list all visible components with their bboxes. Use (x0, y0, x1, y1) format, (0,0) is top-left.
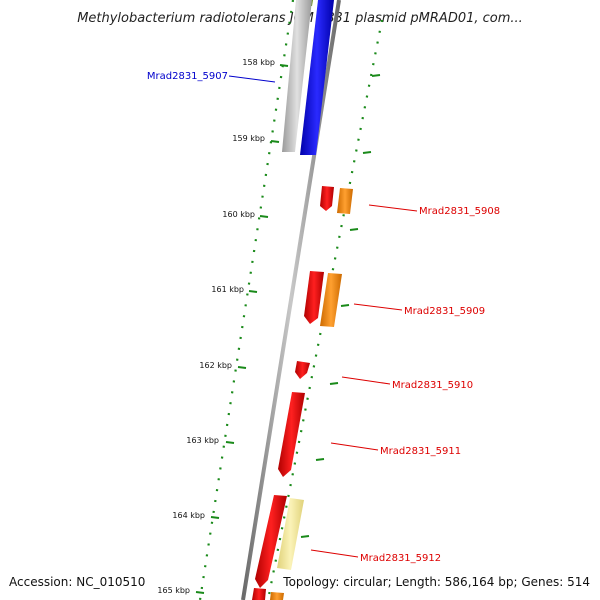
tick-mark (195, 591, 205, 594)
tick-mark (237, 366, 247, 369)
orange-cds-feature[interactable] (320, 273, 342, 327)
scale-tick-labels: 158 kbp 159 kbp 160 kbp 161 kbp 162 kbp … (157, 58, 275, 595)
tick-mark (300, 535, 310, 538)
gene-label-mrad2831-5907[interactable]: Mrad2831_5907 (147, 71, 228, 82)
tick-mark (362, 151, 372, 154)
gray-cds-feature[interactable] (282, 0, 312, 152)
tick-label: 161 kbp (211, 285, 244, 294)
red-cds-feature[interactable] (252, 588, 266, 600)
orange-cds-feature[interactable] (337, 188, 353, 214)
tick-label: 159 kbp (232, 134, 265, 143)
red-cds-feature[interactable] (320, 186, 334, 211)
accession-text: Accession: NC_010510 (9, 575, 145, 589)
tick-label: 160 kbp (222, 210, 255, 219)
tick-mark (349, 228, 359, 231)
tick-label: 158 kbp (242, 58, 275, 67)
blue-cds-feature[interactable] (300, 0, 334, 155)
orange-cds-feature[interactable] (270, 592, 284, 600)
gene-leader-lines (228, 75, 418, 558)
red-cds-feature[interactable] (278, 392, 305, 477)
leader-line (353, 303, 403, 311)
tick-label: 164 kbp (172, 511, 205, 520)
tick-mark (371, 74, 381, 77)
leader-line (310, 549, 359, 558)
gene-label-mrad2831-5911[interactable]: Mrad2831_5911 (380, 446, 461, 457)
tick-mark (340, 304, 350, 307)
tick-label: 163 kbp (186, 436, 219, 445)
leader-line (228, 75, 276, 83)
gene-label-mrad2831-5908[interactable]: Mrad2831_5908 (419, 206, 500, 217)
tick-mark (248, 290, 258, 293)
gene-label-mrad2831-5912[interactable]: Mrad2831_5912 (360, 553, 441, 564)
genome-backbone (241, 0, 341, 600)
tick-label: 165 kbp (157, 586, 190, 595)
tick-label: 162 kbp (199, 361, 232, 370)
gene-label-mrad2831-5910[interactable]: Mrad2831_5910 (392, 380, 473, 391)
gene-label-mrad2831-5909[interactable]: Mrad2831_5909 (404, 306, 485, 317)
tick-mark (315, 458, 325, 461)
tick-mark (210, 516, 220, 519)
scale-ticks (195, 64, 381, 594)
red-cds-feature[interactable] (255, 495, 287, 588)
red-cds-feature[interactable] (304, 271, 324, 324)
tick-mark (270, 140, 280, 143)
yellow-cds-feature[interactable] (277, 498, 304, 570)
leader-line (368, 204, 418, 212)
tick-mark (329, 382, 339, 385)
red-cds-feature[interactable] (295, 361, 310, 379)
tick-mark (259, 215, 269, 218)
tick-mark (225, 441, 235, 444)
leader-line (330, 442, 379, 451)
leader-line (341, 376, 391, 385)
topology-text: Topology: circular; Length: 586,164 bp; … (282, 575, 590, 589)
tick-mark (279, 64, 289, 67)
